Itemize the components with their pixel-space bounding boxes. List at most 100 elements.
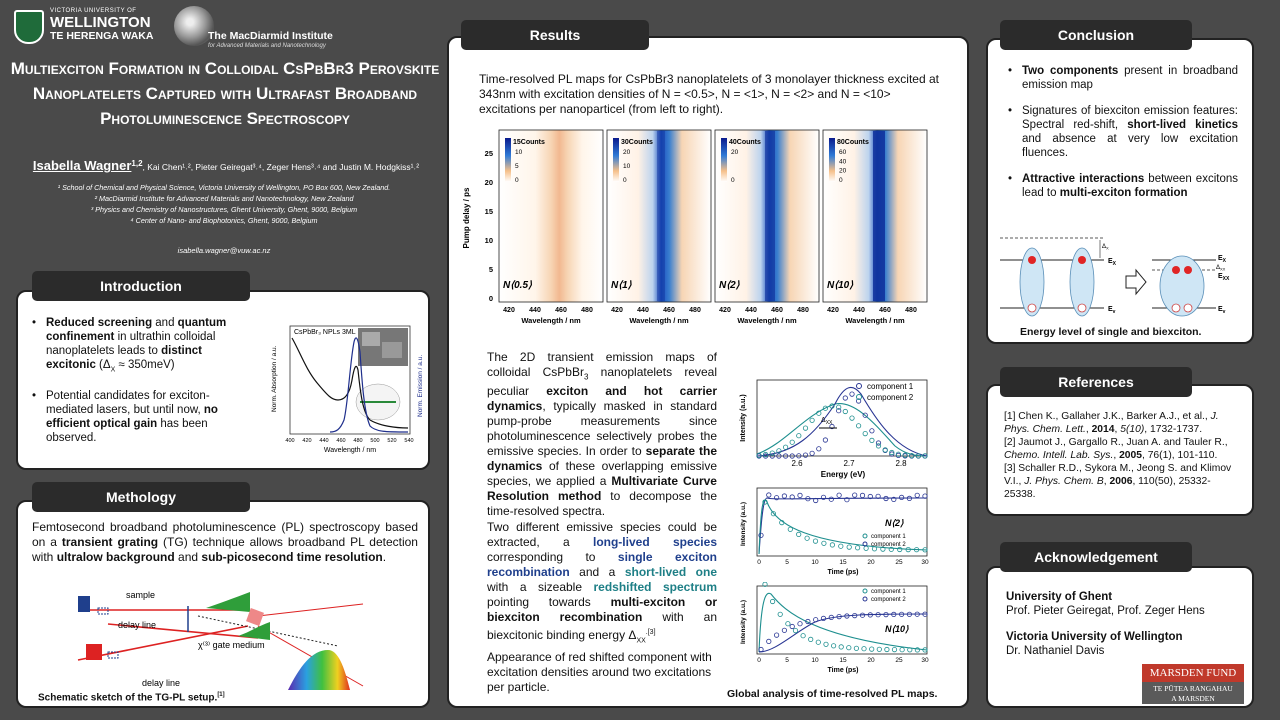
- label-delay-1: delay line: [118, 620, 156, 630]
- plot-point: [850, 416, 854, 420]
- plot-point: [847, 545, 851, 549]
- pl-map-label: N⟨10⟩: [827, 280, 854, 291]
- marsden-fund-logo: MARSDEN FUND TE PŪTEA RANGAHAU A MARSDEN: [1142, 664, 1244, 704]
- fig-title: CsPbBr₃ NPLs 3ML: [294, 329, 356, 336]
- plot-point: [839, 645, 843, 649]
- plot-point: [850, 392, 854, 396]
- vuw-logo: VICTORIA UNIVERSITY OF WELLINGTON TE HER…: [14, 8, 164, 48]
- results-paragraph-2: Two different emissive species could be …: [487, 520, 717, 648]
- coauthors: , Kai Chen¹˒², Pieter Geiregat³˒⁴, Zeger…: [143, 162, 420, 172]
- plot-point: [829, 497, 833, 501]
- plot-point: [853, 493, 857, 497]
- plot-point: [803, 426, 807, 430]
- plot-point: [830, 543, 834, 547]
- methodology-text: Femtosecond broadband photoluminescence …: [32, 520, 418, 565]
- plot-point: [790, 624, 794, 628]
- conclusion-bullet-3: Attractive interactions between excitons…: [1004, 172, 1238, 200]
- svg-text:400: 400: [285, 438, 294, 444]
- plot-point: [870, 438, 874, 442]
- pulse-blue-icon: [78, 596, 90, 612]
- map-xtick: 440: [853, 307, 865, 314]
- pl-map-1: 30Counts 20 10 0 N⟨1⟩ 420 440 460 480Wavelength …: [607, 130, 711, 325]
- svg-text:5: 5: [785, 657, 789, 664]
- introduction-bullets: Reduced screening and quantum confinemen…: [28, 316, 240, 457]
- methodology-tab: Methology: [32, 482, 250, 512]
- label-delay-2: delay line: [142, 678, 180, 688]
- svg-text:Time (ps): Time (ps): [828, 569, 859, 576]
- kinetics-n2-plot: N⟨2⟩ component 1 component 2 Intensity (…: [735, 484, 935, 580]
- label-delta-x: ΔX: [1102, 244, 1109, 251]
- intro-xticks: 400 420 440 460 480 500 520 540: [285, 438, 413, 444]
- contact-email: isabella.wagner@vuw.ac.nz: [18, 246, 430, 255]
- map-xtick: 460: [771, 307, 783, 314]
- plot-point: [870, 429, 874, 433]
- colorbar: [829, 138, 835, 182]
- map-xtick: 480: [581, 307, 593, 314]
- introduction-tab: Introduction: [32, 271, 250, 301]
- plot-point: [817, 447, 821, 451]
- svg-text:10: 10: [811, 657, 819, 664]
- colorbar-title: 30Counts: [621, 139, 653, 146]
- svg-text:420: 420: [302, 438, 311, 444]
- svg-text:Intensity (a.u.): Intensity (a.u.): [740, 502, 747, 546]
- label-sample: sample: [126, 590, 155, 600]
- svg-text:480: 480: [353, 438, 362, 444]
- colorbar-tick: 20: [623, 149, 631, 156]
- plot-point: [788, 527, 792, 531]
- colorbar: [721, 138, 727, 182]
- svg-text:2.7: 2.7: [843, 459, 855, 468]
- plot-point: [885, 647, 889, 651]
- svg-text:15: 15: [839, 657, 847, 664]
- svg-text:Pump delay / ps: Pump delay / ps: [462, 187, 471, 248]
- plot-point: [810, 418, 814, 422]
- svg-text:520: 520: [387, 438, 396, 444]
- green-pulse: [206, 592, 250, 612]
- svg-text:15: 15: [485, 207, 493, 216]
- arrow-right-icon: [1126, 270, 1146, 294]
- plot-point: [778, 612, 782, 616]
- references-list: [1] Chen K., Gallaher J.K., Barker A.J.,…: [1004, 410, 1242, 501]
- plot-point: [767, 639, 771, 643]
- macdiarmid-logo: The MacDiarmid Institute for Advanced Ma…: [174, 6, 334, 52]
- plot-point: [877, 647, 881, 651]
- svg-text:0: 0: [757, 657, 761, 664]
- map-xlabel: Wavelength / nm: [521, 316, 581, 325]
- svg-text:15: 15: [839, 559, 847, 566]
- pl-map-label: N⟨0.5⟩: [503, 280, 533, 291]
- svg-text:540: 540: [404, 438, 413, 444]
- svg-text:Intensity (a.u.): Intensity (a.u.): [740, 394, 747, 441]
- colorbar-tick: 40: [839, 158, 847, 165]
- ack-vuw-heading: Victoria University of Wellington: [1006, 630, 1230, 644]
- macdiarmid-name: The MacDiarmid Institute: [208, 30, 333, 42]
- map-xtick: 440: [745, 307, 757, 314]
- legend-component-2: component 2: [867, 393, 914, 402]
- electron-icon: [1028, 256, 1036, 264]
- plot-point: [837, 493, 841, 497]
- label-delta-xx: ΔXX: [1216, 265, 1226, 272]
- references-tab: References: [1000, 367, 1192, 397]
- reference-2: [2] Jaumot J., Gargallo R., Juan A. and …: [1004, 436, 1242, 462]
- kin1-legend-c1: component 1: [871, 534, 906, 540]
- tg-pl-setup-sketch: sample delay line χ⁽³⁾ gate medium delay…: [38, 586, 368, 690]
- vuw-shield-icon: [14, 10, 44, 44]
- svg-text:20: 20: [867, 559, 875, 566]
- acknowledgement-text: University of Ghent Prof. Pieter Geirega…: [1006, 590, 1230, 658]
- plot-point: [813, 539, 817, 543]
- methodology-caption: Schematic sketch of the TG-PL setup.[1]: [38, 692, 225, 703]
- lead-author-sup: 1,2: [131, 159, 142, 168]
- map-xtick: 420: [611, 307, 623, 314]
- plot-point: [797, 434, 801, 438]
- colorbar-title: 15Counts: [513, 139, 545, 146]
- pulse-red-icon: [86, 644, 102, 660]
- spectrum-icon: [288, 650, 350, 690]
- affiliation-3: ³ Physics and Chemistry of Nanostructure…: [18, 204, 430, 215]
- ack-ghent-heading: University of Ghent: [1006, 590, 1230, 604]
- affiliation-1: ¹ School of Chemical and Physical Scienc…: [18, 182, 430, 193]
- poster-title: Multiexciton Formation in Colloidal CsPb…: [8, 56, 442, 131]
- plot-point: [798, 622, 802, 626]
- lead-author: Isabella Wagner: [33, 158, 132, 173]
- map-xtick: 460: [879, 307, 891, 314]
- pl-maps-figure: Pump delay / ps 0 5 10 15 20 25 15Counts…: [459, 126, 959, 338]
- colorbar-tick: 0: [839, 177, 843, 184]
- kin1-xticks: 0 5 10 15 20 25 30: [757, 559, 929, 566]
